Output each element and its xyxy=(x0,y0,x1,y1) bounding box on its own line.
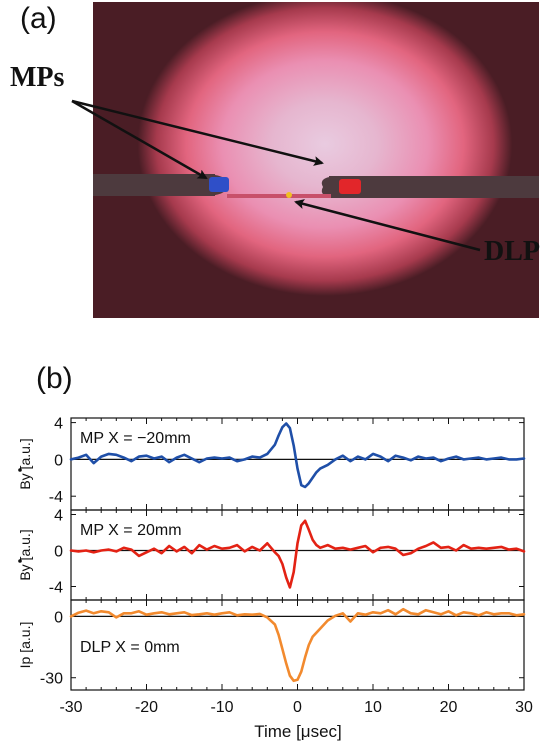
photo-overlay xyxy=(93,174,539,198)
mps-annotation: MPs xyxy=(10,62,65,93)
arrow-mps-left xyxy=(71,99,208,180)
plot-mp-minus20: 4 0 -4 By [a.u.] MP X = −20mm xyxy=(17,416,526,511)
x-tick-label: 0 xyxy=(293,699,302,716)
trace-legend: MP X = −20mm xyxy=(80,430,191,447)
panel-a-label: (a) xyxy=(20,2,57,35)
probe-tip-right xyxy=(321,176,341,198)
y-tick-label: -4 xyxy=(49,580,63,597)
annotation-arrows xyxy=(71,99,481,252)
langmuir-probe-wire xyxy=(227,194,331,198)
trace-legend: DLP X = 0mm xyxy=(80,639,180,656)
langmuir-probe-tip xyxy=(286,192,292,198)
arrow-dlp xyxy=(294,199,481,252)
y-tick-label: 0 xyxy=(54,544,63,561)
arrow-mps-right xyxy=(71,99,324,166)
y-tick-label: 0 xyxy=(54,609,63,626)
probe-shaft-right xyxy=(329,176,539,198)
plot-mp-plus20: 4 0 -4 By [a.u.] MP X = 20mm xyxy=(17,508,526,601)
y-axis-label: By [a.u.] xyxy=(17,438,33,489)
time-derivative-dot xyxy=(18,559,22,563)
y-axis-label: Ip [a.u.] xyxy=(17,622,33,669)
magnetic-probe-blue xyxy=(209,177,229,192)
plot-dlp: 0 -30 Ip [a.u.] DLP X = 0mm xyxy=(17,599,526,691)
y-tick-label: 4 xyxy=(54,508,63,525)
trace-legend: MP X = 20mm xyxy=(80,522,182,539)
y-tick-label: 4 xyxy=(54,416,63,433)
x-tick-label: -20 xyxy=(135,699,158,716)
panel-b-label: (b) xyxy=(36,362,73,395)
probe-shaft-left xyxy=(93,174,215,196)
y-tick-label: -30 xyxy=(40,671,63,688)
y-axis-label: By [a.u.] xyxy=(17,529,33,580)
x-tick-label: 20 xyxy=(440,699,458,716)
time-derivative-dot xyxy=(18,468,22,472)
dlp-annotation: DLP xyxy=(484,236,540,267)
signal-line xyxy=(69,607,526,683)
x-tick-label: 30 xyxy=(515,699,533,716)
x-axis-label: Time [μsec] xyxy=(254,722,342,741)
x-tick-label: 10 xyxy=(364,699,382,716)
signal-line xyxy=(69,422,526,489)
signal-line xyxy=(69,519,526,589)
x-tick-label: -10 xyxy=(210,699,233,716)
x-tick-label: -30 xyxy=(59,699,82,716)
y-tick-label: -4 xyxy=(49,489,63,506)
y-tick-label: 0 xyxy=(54,452,63,469)
time-axis: Time [μsec] -30 -20 -10 0 10 20 30 xyxy=(59,699,533,741)
magnetic-probe-red xyxy=(339,179,361,194)
